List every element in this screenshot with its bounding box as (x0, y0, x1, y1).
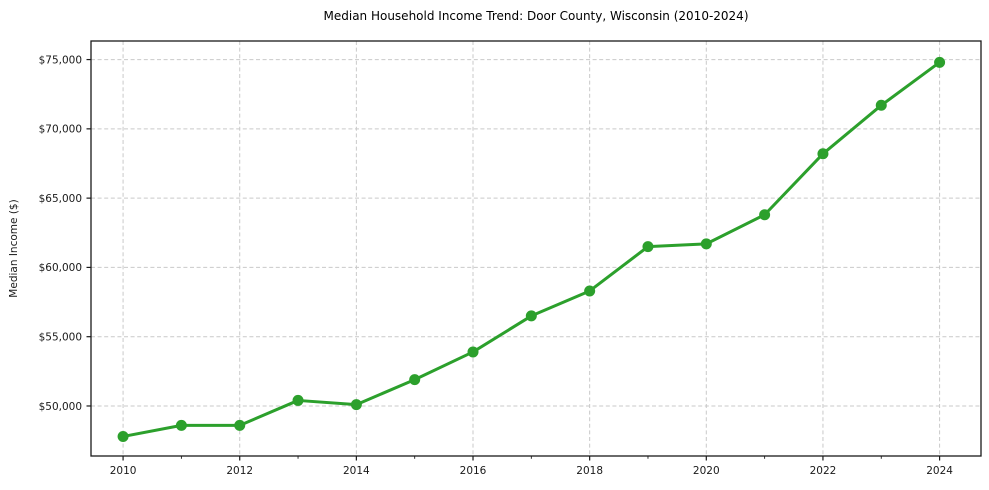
plot-frame (90, 40, 982, 457)
data-point (175, 419, 187, 431)
y-tick-label: $60,000 (39, 262, 82, 274)
y-tick-label: $65,000 (39, 193, 82, 205)
x-tick-label: 2016 (460, 465, 487, 477)
data-point (409, 374, 421, 386)
data-point (467, 346, 479, 358)
data-point (700, 238, 712, 250)
data-point (117, 430, 129, 442)
data-series (117, 56, 946, 442)
data-point (817, 148, 829, 160)
data-point (642, 241, 654, 253)
data-point (292, 394, 304, 406)
y-tick-label: $50,000 (39, 401, 82, 413)
data-point (934, 56, 946, 68)
data-point (234, 419, 246, 431)
x-tick-label: 2010 (110, 465, 137, 477)
tick-marks (86, 58, 941, 461)
y-tick-label: $70,000 (39, 124, 82, 136)
data-point (875, 99, 887, 111)
x-tick-label: 2022 (810, 465, 837, 477)
chart-title: Median Household Income Trend: Door Coun… (324, 9, 749, 23)
y-axis-label: Median Income ($) (8, 199, 20, 297)
x-tick-label: 2012 (226, 465, 253, 477)
x-tick-label: 2014 (343, 465, 370, 477)
x-tick-label: 2024 (926, 465, 953, 477)
gridlines (91, 41, 981, 456)
data-point (584, 285, 596, 297)
x-tick-label: 2020 (693, 465, 720, 477)
data-point (759, 209, 771, 221)
x-tick-label: 2018 (576, 465, 603, 477)
data-point (525, 310, 537, 322)
y-tick-label: $55,000 (39, 331, 82, 343)
tick-labels: 2010 2012 2014 2016 2018 2020 2022 2024 $50,000 $… (39, 54, 954, 477)
data-point (350, 399, 362, 411)
y-tick-label: $75,000 (39, 54, 82, 66)
income-trend-line (121, 60, 942, 438)
axes (90, 40, 982, 457)
